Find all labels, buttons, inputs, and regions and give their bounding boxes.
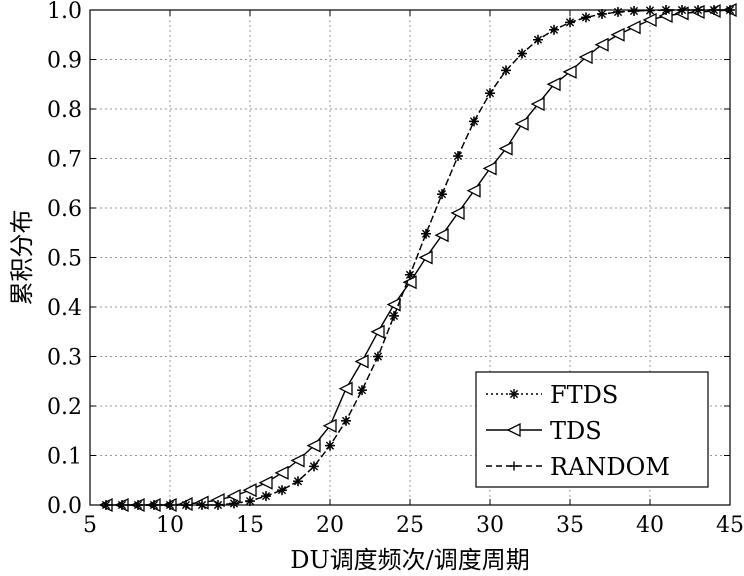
- data-point-ftds: [517, 48, 527, 59]
- y-axis-label: 累积分布: [8, 210, 36, 306]
- y-tick-label: 1.0: [47, 0, 82, 24]
- data-point-ftds: [405, 269, 415, 280]
- data-point-ftds: [501, 65, 511, 76]
- data-point-tds: [546, 77, 561, 92]
- y-tick-label: 0.8: [47, 98, 82, 123]
- y-tick-label: 0.7: [47, 148, 82, 173]
- y-tick-label: 0.3: [47, 346, 82, 371]
- legend-label: RANDOM: [550, 453, 670, 481]
- data-point-ftds: [325, 440, 335, 451]
- x-tick-label: 40: [636, 513, 664, 538]
- x-tick-label: 15: [236, 513, 264, 538]
- data-point-tds: [322, 418, 337, 433]
- data-point-ftds: [629, 5, 639, 16]
- data-point-tds: [338, 381, 353, 396]
- data-point-tds: [626, 20, 641, 35]
- data-point-ftds: [469, 116, 479, 127]
- data-point-ftds: [613, 6, 623, 17]
- data-point-ftds: [581, 12, 591, 23]
- data-point-ftds: [309, 461, 319, 472]
- data-point-ftds: [549, 24, 559, 35]
- legend-label: FTDS: [550, 381, 618, 409]
- y-tick-label: 0.2: [47, 395, 82, 420]
- data-point-tds: [466, 183, 481, 198]
- series-line-ftds: [106, 9, 730, 506]
- data-point-ftds: [437, 189, 447, 200]
- data-point-tds: [594, 37, 609, 52]
- y-tick-label: 0.9: [47, 49, 82, 74]
- y-tick-label: 0.6: [47, 197, 82, 222]
- x-tick-label: 35: [556, 513, 584, 538]
- x-tick-label: 20: [316, 513, 344, 538]
- legend-marker: [509, 461, 519, 471]
- data-point-tds: [642, 12, 657, 27]
- data-point-ftds: [373, 351, 383, 362]
- data-point-ftds: [565, 17, 575, 28]
- x-tick-label: 25: [396, 513, 424, 538]
- data-point-ftds: [229, 498, 239, 509]
- data-point-tds: [482, 161, 497, 176]
- x-tick-label: 45: [716, 513, 744, 538]
- data-point-ftds: [293, 476, 303, 487]
- data-point-tds: [434, 228, 449, 243]
- data-point-ftds: [597, 8, 607, 19]
- data-point-tds: [514, 116, 529, 131]
- data-point-tds: [530, 96, 545, 112]
- data-point-tds: [578, 49, 593, 65]
- data-point-tds: [354, 354, 369, 369]
- y-tick-label: 0.4: [47, 296, 82, 321]
- y-tick-label: 0.1: [47, 445, 82, 470]
- data-point-tds: [562, 64, 577, 79]
- x-tick-label: 5: [83, 513, 97, 538]
- legend-label: TDS: [550, 417, 602, 445]
- data-point-tds: [386, 297, 401, 312]
- y-tick-label: 0.5: [47, 247, 82, 272]
- data-point-ftds: [261, 491, 271, 502]
- data-point-tds: [274, 465, 289, 480]
- data-point-ftds: [389, 310, 399, 321]
- data-point-ftds: [533, 34, 543, 45]
- legend-item-random: RANDOM: [486, 453, 670, 481]
- data-point-ftds: [277, 485, 287, 496]
- data-point-tds: [370, 324, 385, 339]
- y-tick-label: 0.0: [47, 494, 82, 519]
- data-point-tds: [258, 475, 273, 490]
- data-point-ftds: [357, 385, 367, 396]
- ticks: [89, 9, 731, 506]
- data-point-tds: [498, 141, 513, 156]
- series-line-tds: [106, 9, 731, 506]
- data-point-tds: [306, 438, 321, 453]
- legend-item-ftds: FTDS: [486, 381, 618, 409]
- data-point-tds: [418, 250, 433, 265]
- grid: [90, 10, 730, 505]
- x-axis-label: DU调度频次/调度周期: [290, 546, 530, 574]
- x-tick-label: 30: [476, 513, 504, 538]
- data-point-ftds: [341, 415, 351, 426]
- data-point-ftds: [453, 151, 463, 162]
- legend-item-tds: TDS: [486, 417, 602, 445]
- data-point-tds: [242, 483, 257, 498]
- x-tick-label: 10: [156, 513, 184, 538]
- data-point-tds: [610, 27, 625, 42]
- data-point-ftds: [421, 228, 431, 239]
- legend: FTDS TDS RANDOM: [475, 371, 709, 488]
- data-point-tds: [450, 205, 465, 221]
- data-point-tds: [290, 453, 305, 468]
- tick-labels: 5 10 15 20 25 30 35 40 45 0.0 0.1 0.2 0.3 0.4 0.5 0.6 0.…: [47, 0, 744, 538]
- legend-marker: [509, 389, 519, 399]
- legend-marker: [506, 422, 521, 438]
- data-point-ftds: [485, 88, 495, 99]
